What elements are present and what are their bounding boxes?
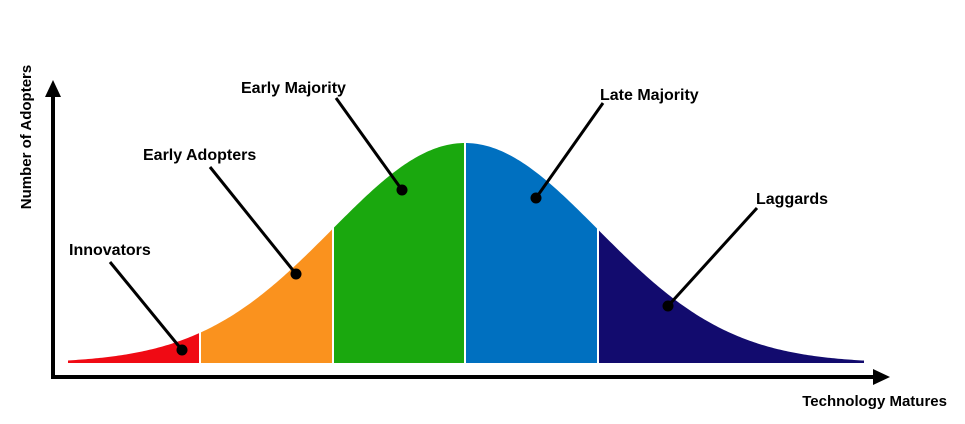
x-axis-arrowhead [873,369,890,385]
segment-late-majority [465,143,598,363]
pointer-laggards [666,206,759,308]
callouts [108,97,759,356]
pointer-dot-early-majority [396,184,408,196]
segment-early-majority [333,143,465,363]
segment-early-adopters [200,228,333,363]
pointer-dot-innovators [176,344,188,356]
pointer-dot-laggards [662,300,674,312]
x-axis-label: Technology Matures [802,393,947,410]
y-axis-arrowhead [45,80,61,97]
pointer-late-majority [534,102,605,199]
label-late-majority: Late Majority [600,87,699,104]
y-axis-label: Number of Adopters [18,65,35,209]
label-early-adopters: Early Adopters [143,147,256,164]
segment-laggards [598,229,864,363]
axes [45,80,890,385]
label-laggards: Laggards [756,191,828,208]
label-innovators: Innovators [69,242,151,259]
pointer-early-adopters [208,166,298,275]
pointer-innovators [108,261,184,351]
curve-segments [68,143,864,363]
pointer-dot-early-adopters [290,268,302,280]
segment-dividers [199,142,599,363]
label-early-majority: Early Majority [241,80,346,97]
pointer-early-majority [334,97,404,191]
segment-innovators [68,332,200,363]
pointer-dot-late-majority [530,192,542,204]
